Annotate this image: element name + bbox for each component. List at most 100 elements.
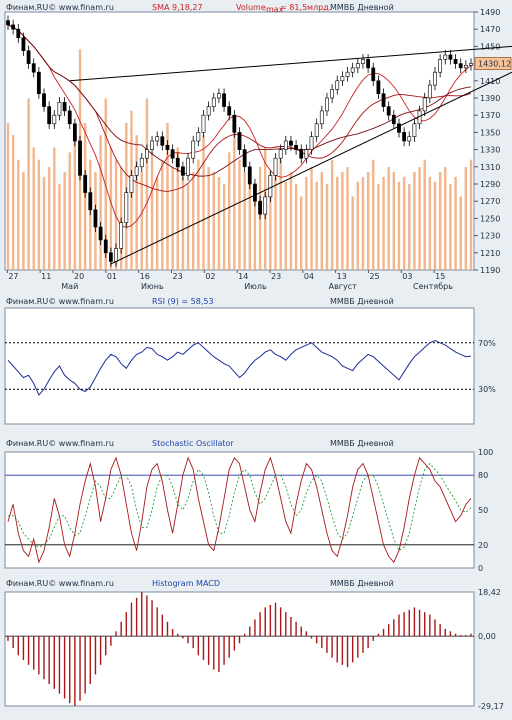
candle-body — [350, 67, 355, 73]
volume-bar — [53, 147, 56, 270]
stoch-instrument: ММВБ Дневной — [330, 439, 394, 448]
candle-body — [11, 24, 16, 30]
volume-bar — [315, 181, 318, 270]
rsi-level-label: 30% — [478, 385, 496, 394]
candle-body — [381, 93, 386, 107]
stoch-watermark: Финам.RU© www.finam.ru — [6, 439, 114, 448]
volume-value: = 81,5млрд. — [280, 3, 331, 12]
last-price-label: 1430,12 — [478, 59, 511, 68]
candle-body — [355, 63, 360, 69]
candle-body — [253, 183, 257, 202]
candle-body — [150, 140, 154, 150]
candle-body — [361, 58, 365, 64]
volume-bar — [269, 171, 272, 270]
candle-body — [103, 239, 108, 254]
macd-ytick-label: -29,17 — [478, 702, 504, 711]
stoch-ytick-label: 100 — [478, 448, 493, 457]
volume-bar — [423, 159, 426, 270]
candle-body — [160, 136, 165, 146]
volume-bar — [140, 171, 143, 270]
price-ytick-label: 1330 — [480, 146, 500, 155]
macd-watermark: Финам.RU© www.finam.ru — [6, 579, 114, 588]
volume-bar — [197, 159, 200, 270]
stoch-plot-area — [4, 451, 475, 569]
x-day-label: 03 — [402, 272, 412, 281]
candle-body — [345, 71, 350, 77]
candle-body — [448, 54, 453, 60]
volume-bar — [438, 171, 442, 270]
price-ytick-label: 1370 — [480, 111, 500, 120]
volume-bar — [310, 167, 313, 270]
volume-bar — [192, 171, 195, 270]
candle-body — [124, 192, 129, 224]
candle-body — [438, 58, 443, 73]
candle-body — [72, 123, 77, 142]
candle-body — [98, 226, 103, 241]
price-ytick-label: 1350 — [480, 128, 500, 137]
volume-bar — [341, 171, 344, 270]
volume-bar — [402, 176, 406, 270]
candle-body — [191, 140, 196, 159]
volume-bar — [233, 122, 236, 270]
candle-body — [21, 37, 26, 51]
stoch-ytick-label: 80 — [478, 471, 488, 480]
candle-body — [114, 248, 118, 262]
volume-bar — [325, 184, 329, 270]
volume-bar — [392, 171, 396, 270]
candle-body — [26, 50, 31, 64]
volume-bar — [284, 181, 287, 270]
volume-bar — [469, 159, 473, 270]
volume-bar — [150, 152, 154, 270]
candle-body — [175, 157, 180, 168]
candle-body — [309, 136, 314, 150]
candle-body — [232, 114, 237, 133]
month-label: Июнь — [141, 282, 164, 291]
candle-body — [242, 149, 247, 168]
price-ytick-label: 1190 — [480, 266, 500, 275]
candle-body — [314, 123, 319, 138]
price-ytick-label: 1310 — [480, 163, 500, 172]
candle-body — [186, 157, 190, 176]
candle-body — [222, 93, 226, 107]
volume-bar — [274, 176, 277, 270]
candle-body — [304, 149, 309, 159]
candle-body — [67, 110, 72, 125]
macd-ytick-label: 0,00 — [478, 632, 496, 641]
candle-body — [458, 63, 463, 69]
candle-body — [469, 63, 473, 66]
volume-bar — [366, 171, 370, 270]
candle-body — [227, 106, 232, 116]
volume-bar — [289, 171, 293, 270]
volume-bar — [397, 181, 401, 270]
volume-bar — [361, 176, 365, 270]
volume-bar — [356, 181, 360, 270]
volume-bar — [454, 176, 457, 270]
candle-body — [93, 209, 98, 228]
candle-body — [463, 65, 468, 69]
volume-bar — [6, 122, 10, 270]
price-ytick-label: 1450 — [480, 42, 500, 51]
stoch-ytick-label: 0 — [478, 564, 483, 573]
candle-body — [52, 114, 57, 125]
candle-body — [340, 76, 345, 82]
candle-body — [412, 123, 417, 138]
candle-body — [366, 58, 371, 69]
price-ytick-label: 1270 — [480, 197, 500, 206]
x-day-label: 11 — [41, 272, 51, 281]
candle-body — [206, 106, 211, 116]
candle-body — [42, 93, 46, 107]
sma-label: SMA 9,18,27 — [152, 3, 203, 12]
volume-bar — [217, 176, 221, 270]
volume-bar — [413, 171, 416, 270]
candle-body — [319, 110, 324, 125]
x-day-label: 25 — [369, 272, 379, 281]
volume-bar — [248, 181, 251, 270]
x-day-label: 01 — [107, 272, 117, 281]
x-day-label: 15 — [435, 272, 445, 281]
volume-bar — [238, 159, 241, 270]
candle-body — [83, 175, 88, 193]
volume-label: Volume — [236, 3, 266, 12]
candle-body — [278, 149, 283, 159]
volume-bar — [22, 171, 25, 270]
volume-bar — [377, 184, 380, 270]
